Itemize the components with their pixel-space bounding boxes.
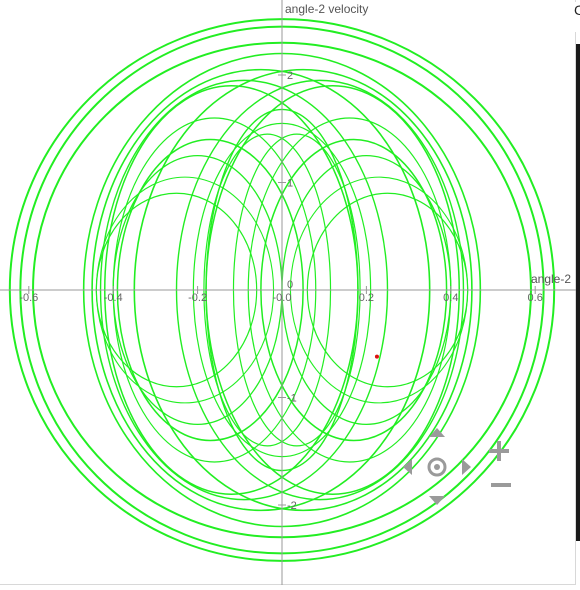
y-tick-label: 1: [287, 178, 293, 190]
x-tick-label: -0.2: [188, 292, 207, 304]
x-axis-ticks: -0.6 -0.4 -0.2 -0.0 0.2 0.4 0.6: [19, 286, 543, 304]
current-state-point: [374, 354, 379, 359]
pan-right-icon[interactable]: [462, 459, 471, 475]
x-axis-title: angle-2: [531, 272, 571, 286]
x-tick-label: -0.0: [273, 292, 292, 304]
y-axis-title: angle-2 velocity: [285, 2, 368, 16]
x-tick-label: 0.4: [443, 292, 458, 304]
pan-up-icon[interactable]: [429, 428, 445, 437]
y-axis-ticks: 2 1 0 -1 -2: [278, 70, 297, 512]
zoom-in-icon[interactable]: [489, 441, 509, 461]
x-tick-label: -0.4: [104, 292, 123, 304]
y-tick-label: -2: [287, 500, 297, 512]
y-tick-label: -1: [287, 393, 297, 405]
y-tick-label: 2: [287, 70, 293, 82]
pan-left-icon[interactable]: [403, 459, 412, 475]
reset-view-icon[interactable]: [427, 457, 447, 477]
x-tick-label: 0.6: [528, 292, 543, 304]
zoom-out-icon[interactable]: [491, 483, 511, 487]
pan-down-icon[interactable]: [429, 496, 445, 505]
y-tick-label: 0: [287, 279, 293, 291]
x-tick-label: -0.6: [19, 292, 38, 304]
navigation-controls: [403, 428, 511, 505]
corner-glyph: C: [574, 2, 580, 32]
vertical-scrollbar[interactable]: [576, 44, 580, 541]
x-tick-label: 0.2: [359, 292, 374, 304]
